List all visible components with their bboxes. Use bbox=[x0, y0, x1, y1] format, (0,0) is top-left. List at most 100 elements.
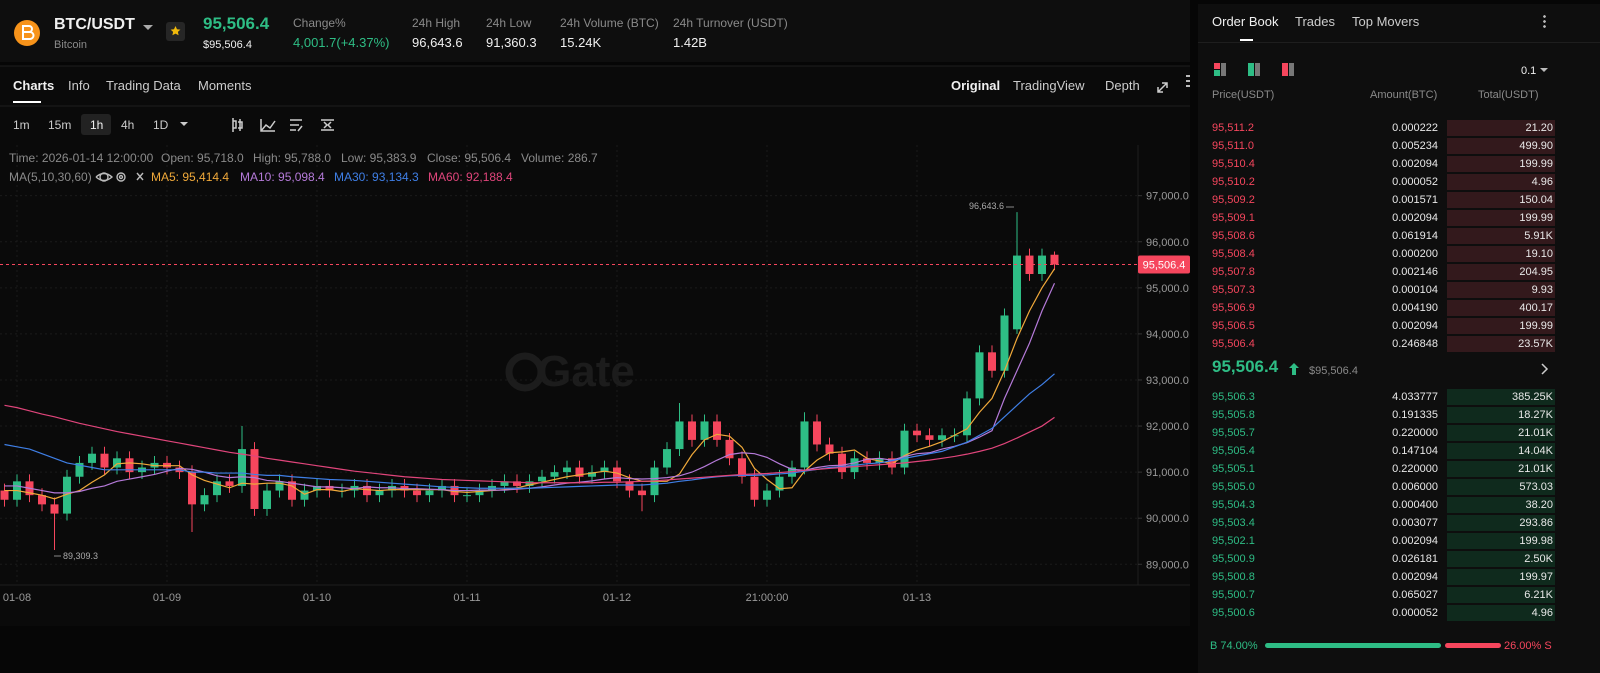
view-tab[interactable]: TradingView bbox=[1013, 78, 1085, 93]
tab[interactable]: Charts bbox=[13, 78, 55, 93]
depth-bar bbox=[1447, 479, 1555, 495]
interval[interactable]: 1m bbox=[13, 118, 30, 132]
ob-total: 293.86 bbox=[1519, 517, 1553, 529]
candle-body bbox=[438, 485, 446, 491]
high-annotation: 96,643.6 bbox=[969, 201, 1004, 211]
view-tab[interactable]: Original bbox=[951, 78, 1001, 93]
ob-amount: 0.001571 bbox=[1392, 194, 1438, 206]
candle-body bbox=[213, 481, 221, 496]
ob-amount: 0.002094 bbox=[1392, 212, 1438, 224]
stat-label: 24h Turnover (USDT) bbox=[673, 16, 788, 30]
settings-icons[interactable] bbox=[95, 172, 144, 182]
depth-bar bbox=[1447, 264, 1555, 280]
pair-dropdown[interactable] bbox=[143, 25, 153, 30]
ob-menu[interactable] bbox=[1543, 14, 1546, 28]
x-tick-label: 01-12 bbox=[603, 592, 631, 604]
stat-label: 24h Low bbox=[486, 16, 532, 30]
candle-body bbox=[475, 490, 484, 496]
depth-bar bbox=[1447, 587, 1555, 603]
candle-body bbox=[263, 490, 271, 509]
ob-view-bids[interactable] bbox=[1248, 63, 1260, 76]
candle-body bbox=[663, 449, 671, 468]
up-arrow bbox=[1289, 363, 1299, 375]
ob-amount: 0.004190 bbox=[1392, 302, 1438, 314]
depth-bar bbox=[1447, 174, 1555, 190]
tab[interactable]: Info bbox=[68, 78, 90, 93]
y-tick-label: 89,000.0 bbox=[1146, 559, 1189, 571]
ob-price: 95,505.7 bbox=[1212, 427, 1255, 439]
tab[interactable]: Moments bbox=[198, 78, 252, 93]
candle-body bbox=[813, 421, 821, 445]
watermark: Gate bbox=[537, 347, 635, 396]
watermark-logo bbox=[505, 352, 545, 392]
precision[interactable]: 0.1 bbox=[1521, 65, 1537, 77]
depth-bar bbox=[1447, 336, 1555, 352]
interval-dropdown[interactable] bbox=[180, 122, 188, 126]
ma-line bbox=[4, 373, 1055, 489]
ma-line bbox=[4, 268, 1056, 500]
ob-total: 150.04 bbox=[1519, 194, 1553, 206]
last-price: 95,506.4 bbox=[203, 14, 270, 33]
candle-body bbox=[463, 495, 471, 497]
candle-body bbox=[525, 481, 534, 486]
interval[interactable]: 1h bbox=[90, 118, 104, 132]
ob-price: 95,508.6 bbox=[1212, 230, 1255, 242]
pair-name[interactable]: BTC/USDT bbox=[54, 16, 135, 33]
view-tab[interactable]: Depth bbox=[1105, 78, 1140, 93]
depth-bar bbox=[1447, 282, 1555, 298]
ob-view-both[interactable] bbox=[1214, 63, 1226, 76]
ma-legend-item: MA30: 93,134.3 bbox=[334, 170, 419, 184]
interval[interactable]: 4h bbox=[121, 118, 135, 132]
ob-amount: 0.006000 bbox=[1392, 481, 1438, 493]
ob-tab[interactable]: Top Movers bbox=[1352, 14, 1420, 29]
interval[interactable]: 15m bbox=[48, 118, 72, 132]
chevron[interactable] bbox=[1540, 362, 1550, 376]
depth-bar bbox=[1447, 497, 1555, 513]
candle-body bbox=[513, 481, 521, 486]
depth-bar bbox=[1447, 443, 1555, 459]
ohlc-info: Close: 95,506.4 bbox=[427, 151, 512, 165]
candle-body bbox=[500, 481, 509, 486]
ob-tab[interactable]: Order Book bbox=[1212, 14, 1279, 29]
ob-amount: 0.000104 bbox=[1392, 284, 1438, 296]
ob-view-asks[interactable] bbox=[1282, 63, 1294, 76]
ob-tab[interactable]: Trades bbox=[1295, 14, 1335, 29]
candle-body bbox=[800, 421, 809, 468]
candle-body bbox=[588, 472, 596, 477]
candle-body bbox=[113, 458, 121, 468]
ob-total: 2.50K bbox=[1524, 553, 1553, 565]
candle-body bbox=[1013, 255, 1021, 330]
x-tick-label: 01-13 bbox=[903, 592, 931, 604]
ob-price: 95,508.4 bbox=[1212, 248, 1255, 260]
ob-total: 21.01K bbox=[1518, 427, 1553, 439]
ma-legend-item: MA60: 92,188.4 bbox=[428, 170, 513, 184]
candle-body bbox=[675, 421, 684, 450]
candle-body bbox=[425, 490, 434, 496]
ob-tab-underline bbox=[1240, 39, 1253, 41]
ob-total: 199.98 bbox=[1519, 535, 1553, 547]
ob-total: 5.91K bbox=[1524, 230, 1553, 242]
candle-body bbox=[125, 458, 134, 473]
candle-body bbox=[700, 421, 709, 440]
ob-total: 385.25K bbox=[1512, 391, 1553, 403]
candle-body bbox=[100, 453, 109, 468]
candle-body bbox=[75, 462, 84, 477]
toolbar-icons[interactable] bbox=[232, 82, 1168, 132]
candle-body bbox=[738, 458, 746, 477]
y-tick-label: 96,000.0 bbox=[1146, 237, 1189, 249]
precision-dropdown[interactable] bbox=[1540, 68, 1548, 72]
ma-title: MA(5,10,30,60) bbox=[9, 170, 92, 184]
candle-body bbox=[575, 467, 584, 477]
interval[interactable]: 1D bbox=[153, 118, 169, 132]
stat-value: 96,643.6 bbox=[412, 35, 463, 50]
ob-total: 199.99 bbox=[1519, 212, 1553, 224]
menu-dots[interactable] bbox=[1186, 75, 1190, 87]
depth-bar bbox=[1447, 389, 1555, 405]
candle-body bbox=[938, 435, 946, 440]
stat-label: 24h High bbox=[412, 16, 461, 30]
depth-bar bbox=[1447, 461, 1555, 477]
tab[interactable]: Trading Data bbox=[106, 78, 181, 93]
y-tick-label: 93,000.0 bbox=[1146, 375, 1189, 387]
candle-body bbox=[988, 352, 996, 371]
ob-amount: 0.000200 bbox=[1392, 248, 1438, 260]
